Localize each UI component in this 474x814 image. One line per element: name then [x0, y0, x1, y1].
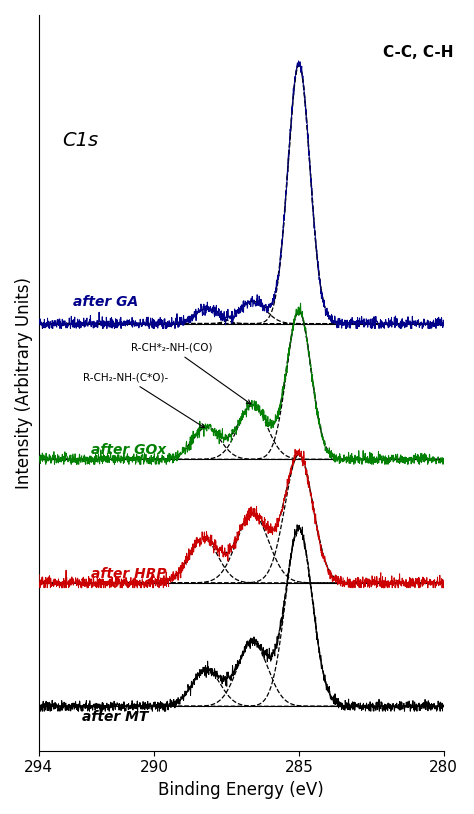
Text: after MT: after MT — [82, 710, 148, 724]
Text: R-CH*₂-NH-(CO): R-CH*₂-NH-(CO) — [131, 343, 251, 404]
Text: after GOx: after GOx — [91, 444, 166, 457]
Text: C-C, C-H: C-C, C-H — [383, 45, 453, 60]
Y-axis label: Intensity (Arbitrary Units): Intensity (Arbitrary Units) — [15, 277, 33, 489]
Text: after HRP: after HRP — [91, 567, 166, 581]
Text: R-CH₂-NH-(C*O)-: R-CH₂-NH-(C*O)- — [83, 372, 204, 427]
Text: C1s: C1s — [62, 131, 98, 150]
X-axis label: Binding Energy (eV): Binding Energy (eV) — [158, 781, 324, 799]
Text: after GA: after GA — [73, 295, 138, 309]
